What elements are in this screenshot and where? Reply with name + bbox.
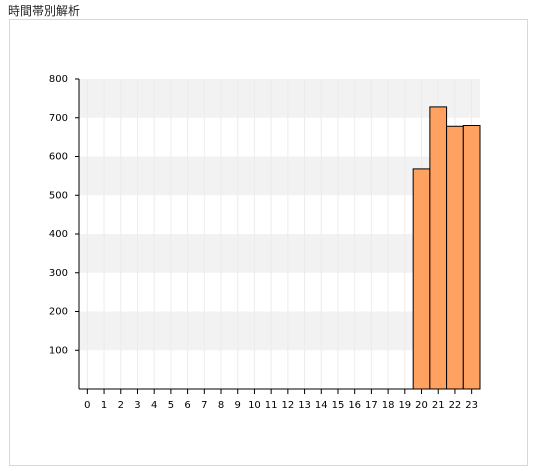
y-tick-label: 800: [49, 74, 68, 85]
y-tick-label: 100: [49, 345, 68, 356]
y-tick-label: 600: [49, 152, 68, 163]
x-tick-label: 17: [365, 400, 378, 411]
bar: [412, 168, 431, 390]
x-tick-label: 19: [398, 400, 411, 411]
bar: [462, 125, 481, 390]
bar: [446, 125, 464, 390]
page-title: 時間帯別解析: [8, 4, 81, 18]
y-tick-label: 400: [49, 229, 68, 240]
x-tick-label: 6: [184, 400, 190, 411]
x-tick-label: 5: [168, 400, 174, 411]
y-tick-label: 700: [49, 113, 68, 124]
x-tick-label: 2: [118, 400, 124, 411]
bar: [429, 106, 448, 390]
x-tick-label: 18: [382, 400, 395, 411]
chart-panel: [9, 19, 528, 466]
x-tick-label: 9: [235, 400, 241, 411]
x-tick-label: 10: [248, 400, 261, 411]
y-tick-label: 500: [49, 190, 68, 201]
x-tick-label: 7: [201, 400, 207, 411]
x-tick-label: 14: [315, 400, 328, 411]
x-tick-label: 11: [265, 400, 278, 411]
y-tick-label: 300: [49, 268, 68, 279]
x-tick-label: 3: [134, 400, 140, 411]
y-tick-label: 200: [49, 307, 68, 318]
x-tick-label: 22: [449, 400, 462, 411]
x-tick-label: 20: [415, 400, 428, 411]
x-tick-label: 13: [298, 400, 311, 411]
x-tick-label: 0: [84, 400, 90, 411]
x-tick-label: 8: [218, 400, 224, 411]
x-tick-label: 4: [151, 400, 157, 411]
x-tick-label: 12: [281, 400, 294, 411]
x-tick-label: 23: [465, 400, 478, 411]
x-tick-label: 1: [101, 400, 107, 411]
grid-band: [79, 79, 480, 118]
x-tick-label: 16: [348, 400, 361, 411]
x-tick-label: 21: [432, 400, 445, 411]
x-tick-label: 15: [332, 400, 345, 411]
